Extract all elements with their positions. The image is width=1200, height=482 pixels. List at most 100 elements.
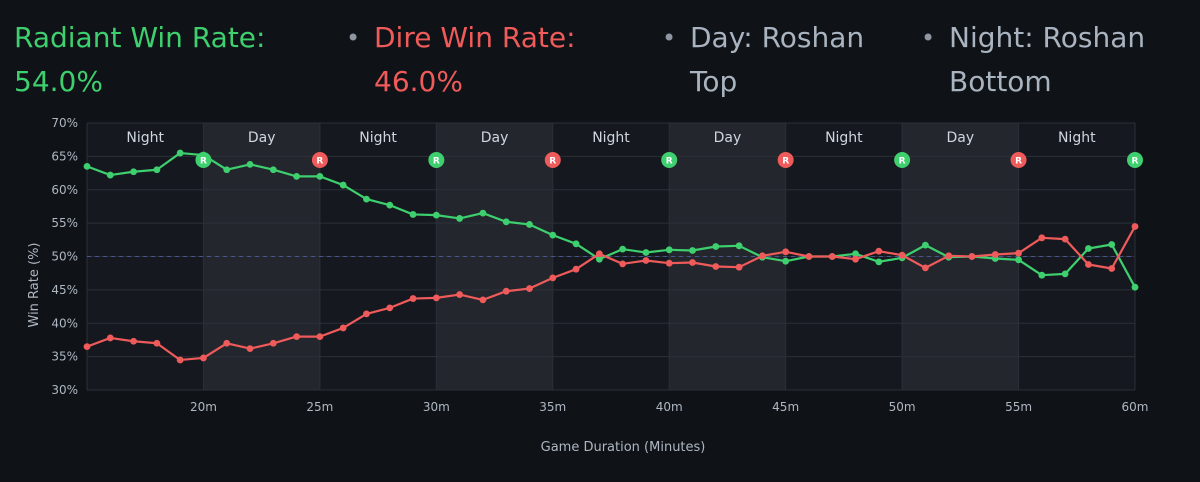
band-label: Night <box>592 130 630 146</box>
radiant-data-point <box>223 166 231 174</box>
y-tick-label: 60% <box>51 183 78 197</box>
dire-data-point <box>991 251 999 258</box>
band-label: Night <box>126 130 164 146</box>
radiant-data-point <box>1061 270 1069 278</box>
radiant-data-point <box>875 258 883 266</box>
dire-data-point <box>153 339 161 347</box>
dire-data-point <box>1108 265 1116 272</box>
band-label: Day <box>947 130 975 146</box>
dire-data-point <box>526 285 533 292</box>
dire-data-point <box>293 333 300 340</box>
radiant-data-point <box>502 218 510 226</box>
roshan-radiant-marker <box>894 152 911 168</box>
dire-win-rate: • Dire Win Rate: 46.0% <box>346 16 576 104</box>
radiant-data-point <box>922 241 929 249</box>
dire-data-point <box>828 253 836 260</box>
band-label: Day <box>481 130 509 146</box>
dire-data-point <box>665 259 673 267</box>
dire-data-point <box>269 339 277 347</box>
dire-data-point <box>223 339 231 347</box>
dire-data-point <box>549 274 557 282</box>
dire-data-point <box>852 255 859 263</box>
day-roshan-label: Day: Roshan <box>690 21 865 54</box>
y-tick-label: 35% <box>51 350 78 364</box>
dire-data-point <box>83 343 91 351</box>
roshan-marker-label: R <box>433 156 440 166</box>
radiant-data-point <box>619 245 627 253</box>
night-roshan-position: Bottom <box>949 65 1052 98</box>
day-roshan-legend: • Day: Roshan Top <box>662 16 864 104</box>
radiant-data-point <box>83 162 91 170</box>
y-tick-label: 45% <box>51 283 78 297</box>
dire-win-rate-label: Dire Win Rate: <box>374 21 576 54</box>
radiant-win-rate-label: Radiant Win Rate: <box>14 21 266 54</box>
y-tick-label: 55% <box>51 216 78 230</box>
band-label: Day <box>714 130 742 146</box>
radiant-data-point <box>293 173 300 180</box>
dire-data-point <box>1038 234 1046 242</box>
dire-data-point <box>1085 261 1092 268</box>
dire-data-point <box>316 333 324 340</box>
radiant-data-point <box>316 173 324 180</box>
dire-data-point <box>339 324 347 332</box>
roshan-marker-label: R <box>666 156 673 166</box>
x-tick-label: 50m <box>889 400 916 414</box>
bullet-icon: • <box>346 24 361 52</box>
x-tick-label: 55m <box>1005 400 1032 414</box>
radiant-data-point <box>1015 256 1022 264</box>
roshan-radiant-marker <box>1127 152 1143 168</box>
night-roshan-label: Night: Roshan <box>949 21 1146 54</box>
y-tick-label: 70% <box>51 116 78 130</box>
dire-data-point <box>712 263 720 270</box>
radiant-win-rate-value: 54.0% <box>14 65 103 98</box>
radiant-data-point <box>456 215 464 222</box>
bullet-icon: • <box>662 24 677 52</box>
x-tick-label: 20m <box>190 400 217 414</box>
radiant-win-rate: Radiant Win Rate: 54.0% <box>14 16 265 104</box>
roshan-marker-label: R <box>549 156 556 166</box>
dire-data-point <box>200 354 207 362</box>
dire-data-point <box>409 295 417 302</box>
roshan-radiant-marker <box>195 152 212 168</box>
y-tick-label: 50% <box>51 250 78 264</box>
radiant-data-point <box>176 149 184 157</box>
radiant-data-point <box>479 209 487 217</box>
bullet-icon: • <box>921 24 936 52</box>
dire-data-point <box>735 263 743 271</box>
roshan-marker-label: R <box>200 156 207 166</box>
dire-data-point <box>176 356 184 364</box>
roshan-marker-label: R <box>316 156 323 166</box>
radiant-data-point <box>106 171 114 179</box>
dire-data-point <box>502 287 510 295</box>
radiant-data-point <box>642 249 650 256</box>
dire-data-point <box>432 294 440 302</box>
radiant-data-point <box>246 160 254 168</box>
dire-data-point <box>386 304 394 312</box>
x-tick-label: 35m <box>539 400 566 414</box>
series <box>83 149 1139 364</box>
dire-data-point <box>875 247 883 255</box>
radiant-data-point <box>689 247 696 254</box>
radiant-data-point <box>572 240 580 248</box>
dire-win-rate-value: 46.0% <box>374 65 463 98</box>
dire-data-point <box>479 296 487 304</box>
radiant-data-point <box>712 243 720 250</box>
x-tick-label: 45m <box>772 400 799 414</box>
dire-data-point <box>758 252 766 260</box>
radiant-data-point <box>432 211 440 219</box>
x-tick-label: 25m <box>306 400 333 414</box>
dire-data-point <box>968 253 976 260</box>
night-roshan-legend: • Night: Roshan Bottom <box>921 16 1145 104</box>
radiant-data-point <box>409 211 417 218</box>
roshan-dire-marker <box>777 152 794 168</box>
radiant-data-point <box>130 168 137 176</box>
dire-data-point <box>898 251 906 259</box>
radiant-data-point <box>852 250 859 258</box>
dire-data-point <box>945 252 953 260</box>
band-label: Night <box>359 130 397 146</box>
dire-data-point <box>1061 235 1069 243</box>
legend-header: Radiant Win Rate: 54.0% • Dire Win Rate:… <box>0 0 1200 110</box>
dire-data-point <box>106 334 114 342</box>
axes: Win Rate (%) Game Duration (Minutes) 30%… <box>27 116 1148 455</box>
radiant-data-point <box>363 195 370 203</box>
